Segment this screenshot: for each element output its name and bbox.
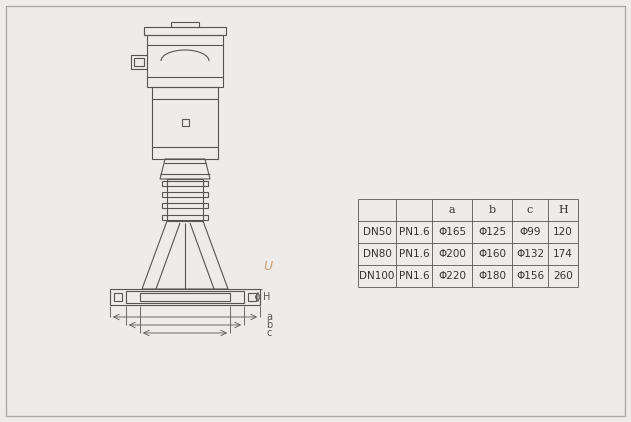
Bar [144,27,226,35]
Text: c: c [527,205,533,215]
Text: Φ180: Φ180 [478,271,506,281]
Text: Φ99: Φ99 [519,227,541,237]
Text: 120: 120 [553,227,573,237]
Text: H: H [558,205,568,215]
Bar [162,214,208,219]
Bar [248,293,256,301]
Bar [140,293,230,301]
Text: a: a [449,205,456,215]
Text: PN1.6: PN1.6 [399,249,429,259]
Bar [167,179,203,221]
Bar [152,87,218,159]
Bar [134,58,144,66]
Text: PN1.6: PN1.6 [399,271,429,281]
Bar [131,55,147,69]
Text: Φ165: Φ165 [438,227,466,237]
Text: Φ200: Φ200 [438,249,466,259]
Bar [147,35,223,87]
Text: Φ125: Φ125 [478,227,506,237]
Bar [182,119,189,126]
Text: b: b [488,205,495,215]
Text: 174: 174 [553,249,573,259]
Text: Φ220: Φ220 [438,271,466,281]
Text: c: c [266,328,271,338]
Text: 260: 260 [553,271,573,281]
Text: a: a [266,312,272,322]
Bar [162,192,208,197]
Bar [126,291,244,303]
Text: Φ132: Φ132 [516,249,544,259]
Bar [171,22,199,27]
Bar [162,203,208,208]
Bar [110,289,260,305]
Text: H: H [263,292,270,302]
Bar [114,293,122,301]
Text: U: U [263,260,272,273]
Bar [162,181,208,186]
Text: DN100: DN100 [359,271,394,281]
Text: Φ156: Φ156 [516,271,544,281]
Text: DN50: DN50 [363,227,391,237]
Text: Φ160: Φ160 [478,249,506,259]
Text: b: b [266,320,272,330]
Text: PN1.6: PN1.6 [399,227,429,237]
Text: DN80: DN80 [363,249,391,259]
